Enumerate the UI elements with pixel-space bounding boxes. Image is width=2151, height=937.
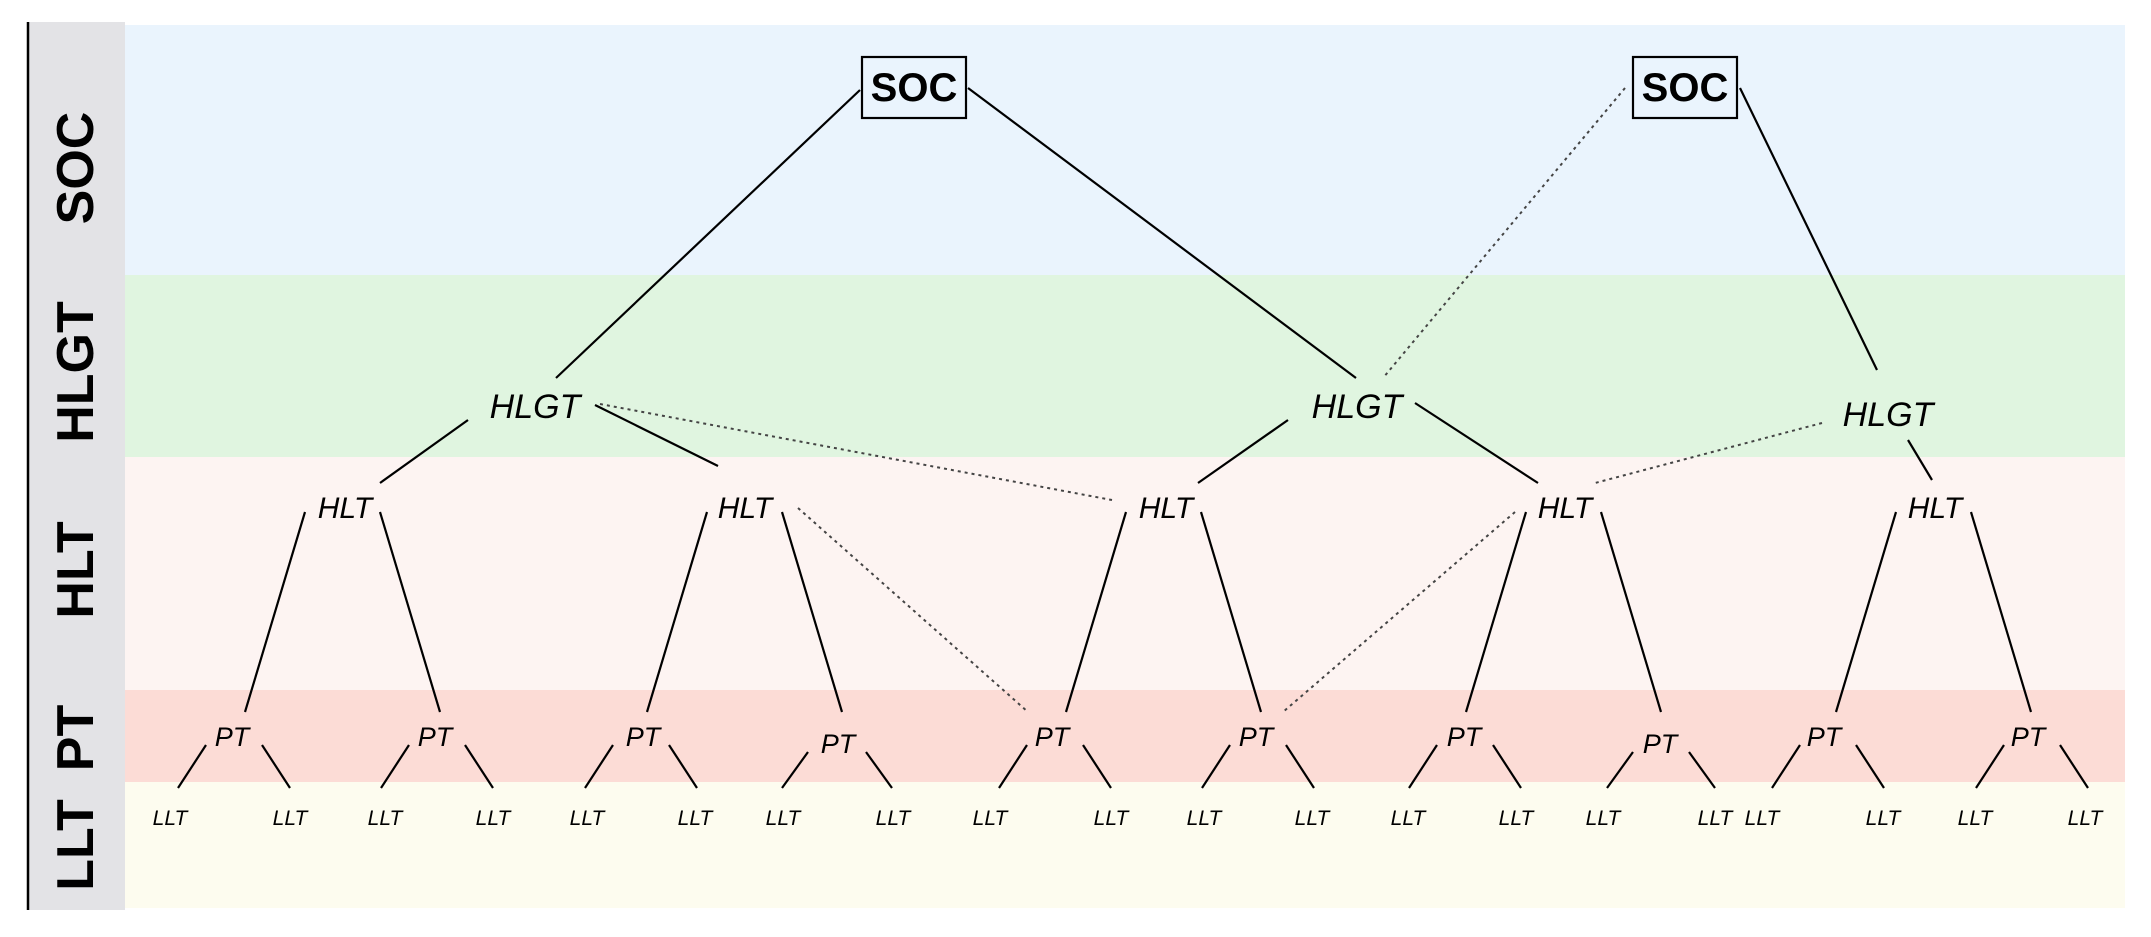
llt-node-1: LLT — [153, 807, 190, 830]
edges — [177, 87, 2089, 789]
llt-node-5: LLT — [570, 807, 607, 830]
llt-node-2: LLT — [273, 807, 310, 830]
edge-pt7-llt14 — [1492, 744, 1522, 789]
edge-soc1-hlgt2 — [967, 87, 1357, 379]
edge-pt2-llt4 — [464, 744, 494, 789]
llt-node-3: LLT — [368, 807, 405, 830]
edge-hlt4-pt6-dotted — [1282, 511, 1516, 713]
band-pt — [125, 690, 2125, 782]
llt-node-16: LLT — [1698, 807, 1735, 830]
edge-hlt2-pt4 — [780, 511, 844, 713]
level-label-soc: SOC — [47, 112, 105, 225]
llt-node-14: LLT — [1499, 807, 1536, 830]
edge-hlgt1-hlt1 — [379, 419, 469, 484]
hlgt-node-2: HLGT — [1312, 388, 1405, 426]
soc-box-1 — [860, 55, 968, 120]
edge-pt6-llt12 — [1285, 744, 1315, 789]
llt-node-18: LLT — [1866, 807, 1903, 830]
llt-node-12: LLT — [1295, 807, 1332, 830]
pt-node-9: PT — [1807, 722, 1844, 752]
llt-node-13: LLT — [1391, 807, 1428, 830]
band-llt — [125, 782, 2125, 908]
pt-node-8: PT — [1643, 729, 1680, 759]
pt-node-7: PT — [1447, 722, 1484, 752]
level-label-column — [28, 22, 125, 910]
edge-hlgt3-hlt5 — [1907, 439, 1933, 481]
pt-node-4: PT — [821, 729, 858, 759]
hlt-node-1: HLT — [318, 492, 375, 525]
hlt-node-2: HLT — [718, 492, 775, 525]
edge-pt10-llt19 — [1975, 744, 2005, 789]
llt-node-10: LLT — [1094, 807, 1131, 830]
edge-hlt5-pt10 — [1969, 511, 2033, 713]
pt-node-2: PT — [418, 722, 455, 752]
llt-node-9: LLT — [973, 807, 1010, 830]
edge-pt8-llt16 — [1688, 751, 1716, 789]
level-label-hlgt: HLGT — [47, 301, 105, 443]
level-label-llt: LLT — [47, 799, 105, 891]
edge-soc2-hlgt3 — [1739, 87, 1878, 371]
edge-hlt5-pt9 — [1834, 511, 1898, 713]
llt-node-20: LLT — [2068, 807, 2105, 830]
edge-pt10-llt20 — [2059, 744, 2089, 789]
edge-pt8-llt15 — [1606, 751, 1634, 789]
level-label-pt: PT — [47, 705, 105, 772]
llt-node-8: LLT — [876, 807, 913, 830]
pt-node-1: PT — [215, 722, 252, 752]
edge-pt1-llt1 — [177, 744, 207, 789]
pt-node-10: PT — [2011, 722, 2048, 752]
llt-node-4: LLT — [476, 807, 513, 830]
edge-pt6-llt11 — [1201, 744, 1231, 789]
edge-pt4-llt8 — [865, 751, 893, 789]
pt-node-3: PT — [626, 722, 663, 752]
soc-node-1: SOC — [871, 66, 958, 110]
edge-hlgt1-hlt2 — [594, 404, 719, 467]
pt-node-5: PT — [1035, 722, 1072, 752]
pt-node-6: PT — [1239, 722, 1276, 752]
hlt-node-3: HLT — [1139, 492, 1196, 525]
edge-hlt4-pt7 — [1464, 511, 1528, 713]
edge-hlt2-pt5-dotted — [797, 507, 1029, 713]
edge-hlgt2-hlt3 — [1197, 419, 1289, 484]
hlt-node-5: HLT — [1908, 492, 1965, 525]
edge-pt3-llt6 — [668, 744, 698, 789]
band-soc — [125, 25, 2125, 275]
edge-hlt2-pt3 — [645, 511, 709, 713]
edge-pt5-llt9 — [998, 744, 1028, 789]
band-hlgt — [125, 275, 2125, 457]
edge-pt5-llt10 — [1082, 744, 1112, 789]
edge-pt9-llt17 — [1771, 744, 1801, 789]
edge-pt1-llt2 — [261, 744, 291, 789]
edge-pt2-llt3 — [380, 744, 410, 789]
edge-hlgt1-hlt3-dotted — [599, 403, 1113, 501]
edge-soc1-hlgt1 — [555, 89, 861, 379]
hlgt-node-1: HLGT — [490, 388, 583, 426]
edge-hlt4-pt8 — [1599, 511, 1663, 713]
llt-node-15: LLT — [1586, 807, 1623, 830]
edge-hlt1-pt2 — [378, 511, 442, 713]
hlgt-node-3: HLGT — [1843, 396, 1936, 434]
edge-pt3-llt5 — [584, 744, 614, 789]
llt-node-6: LLT — [678, 807, 715, 830]
hlt-node-4: HLT — [1538, 492, 1595, 525]
llt-node-7: LLT — [766, 807, 803, 830]
edge-hlt3-pt6 — [1199, 511, 1263, 713]
soc-box-2 — [1631, 55, 1739, 120]
llt-node-11: LLT — [1187, 807, 1224, 830]
level-label-hlt: HLT — [47, 521, 105, 618]
edge-pt7-llt13 — [1408, 744, 1438, 789]
soc-node-2: SOC — [1642, 66, 1729, 110]
edge-hlt1-pt1 — [243, 511, 307, 713]
edge-pt9-llt18 — [1855, 744, 1885, 789]
llt-node-17: LLT — [1745, 807, 1782, 830]
band-hlt — [125, 457, 2125, 690]
llt-node-19: LLT — [1958, 807, 1995, 830]
edge-pt4-llt7 — [781, 751, 809, 789]
edge-hlgt2-hlt4 — [1414, 402, 1539, 484]
edge-hlt3-pt5 — [1064, 511, 1128, 713]
